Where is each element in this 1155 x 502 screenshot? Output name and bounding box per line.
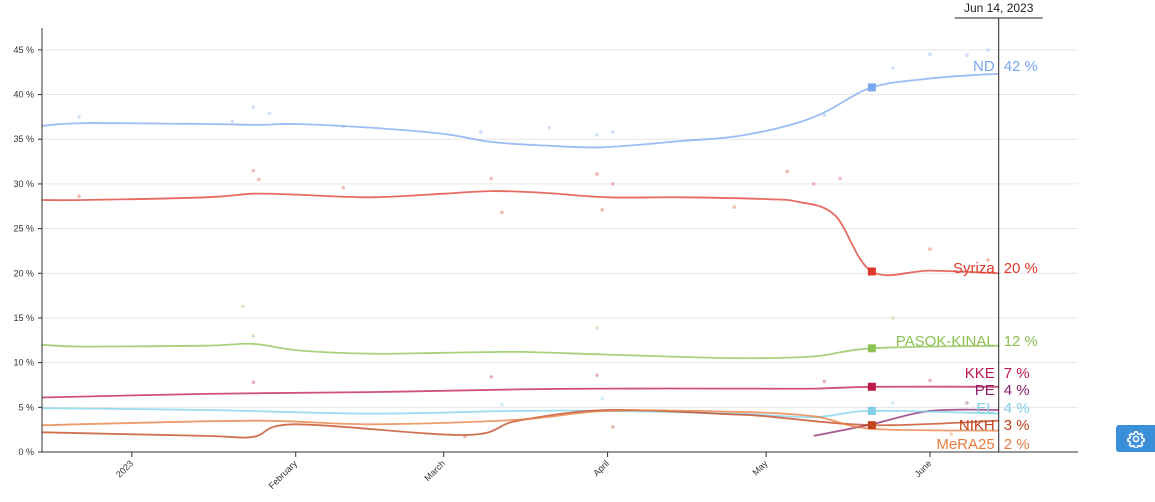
poll-dot <box>256 177 261 182</box>
series-name-label: KKE <box>965 365 995 382</box>
poll-dot <box>785 169 790 174</box>
series-line-pasok-kinal <box>41 342 999 360</box>
series-value-label: 12 % <box>1004 333 1038 350</box>
poll-dot <box>838 176 842 181</box>
poll-dot <box>595 325 599 330</box>
series-marker-syriza <box>867 267 876 276</box>
series-value-label: 42 % <box>1004 58 1038 75</box>
poll-dot <box>241 304 245 309</box>
series-marker-kke <box>867 382 876 391</box>
gridlines <box>42 49 1078 453</box>
series-value-label: 2 % <box>1004 436 1030 453</box>
series-value-label: 4 % <box>1004 382 1030 399</box>
x-tick-label: June <box>913 458 934 479</box>
y-tick-label: 0 % <box>18 447 34 457</box>
x-tick-label: 2023 <box>114 458 135 479</box>
x-tick-label: May <box>750 458 769 477</box>
series-marker-nd <box>867 83 876 92</box>
gear-icon <box>1126 430 1145 448</box>
poll-dot <box>965 53 969 58</box>
y-tick-label: 40 % <box>13 90 34 100</box>
poll-dot <box>949 432 953 436</box>
poll-dot <box>500 210 504 215</box>
series-name-label: EL <box>976 400 994 417</box>
series-value-label: 7 % <box>1004 365 1030 382</box>
cursor-date-label: Jun 14, 2023 <box>964 1 1034 15</box>
y-tick-label: 20 % <box>13 268 34 278</box>
poll-dot <box>928 378 932 383</box>
poll-dot <box>230 119 235 124</box>
series-line-pe <box>813 408 999 437</box>
y-tick-label: 30 % <box>13 179 34 189</box>
poll-dot <box>500 402 504 407</box>
poll-dot <box>251 105 256 109</box>
series-markers <box>867 83 876 430</box>
series-lines <box>41 73 999 439</box>
poll-dot <box>611 130 615 134</box>
poll-dot <box>611 425 615 429</box>
poll-dot <box>267 111 272 116</box>
series-marker-nikh <box>867 421 876 430</box>
series-line-syriza <box>41 190 999 277</box>
y-tick-label: 15 % <box>13 313 34 323</box>
y-tick-label: 45 % <box>13 45 34 55</box>
series-marker-el <box>867 406 876 415</box>
series-name-label: ND <box>973 58 995 75</box>
series-marker-pasok-kinal <box>867 344 876 353</box>
series-name-label: PASOK-KINAL <box>896 333 995 350</box>
y-tick-label: 10 % <box>13 358 34 368</box>
series-name-label: PE <box>975 382 995 399</box>
poll-dot <box>251 168 256 173</box>
poll-dot <box>928 52 932 57</box>
poll-dot <box>822 379 827 384</box>
series-name-label: Syriza <box>953 260 995 277</box>
series-end-labels: ND 42 % Syriza 20 % PASOK-KINAL 12 % KKE 7 % PE 4… <box>896 58 1038 453</box>
series-value-label: 4 % <box>1004 400 1030 417</box>
poll-dot <box>341 185 346 190</box>
poll-dot <box>595 373 599 377</box>
poll-dot <box>891 65 895 70</box>
series-name-label: MeRA25 <box>936 436 994 453</box>
poll-dot <box>478 130 483 134</box>
poll-dot <box>489 375 494 379</box>
settings-button[interactable] <box>1116 425 1155 452</box>
poll-dot <box>732 205 737 209</box>
x-tick-label: March <box>422 458 447 483</box>
poll-dot <box>489 176 494 181</box>
poll-dot <box>928 247 932 251</box>
series-line-mera25 <box>41 409 999 432</box>
y-tick-label: 5 % <box>18 402 34 412</box>
poll-dot <box>77 194 81 199</box>
poll-dot <box>595 132 599 137</box>
poll-dot <box>600 208 605 212</box>
series-line-el <box>41 407 999 419</box>
poll-dot <box>600 396 605 401</box>
date-cursor[interactable]: Jun 14, 2023 <box>954 1 1043 452</box>
series-line-nikh <box>41 408 999 439</box>
series-value-label: 20 % <box>1004 260 1038 277</box>
poll-dot <box>547 125 552 130</box>
y-tick-label: 35 % <box>13 134 34 144</box>
poll-dot <box>891 401 895 405</box>
y-tick-label: 25 % <box>13 224 34 234</box>
poll-dot <box>965 401 969 405</box>
poll-dot <box>811 182 816 186</box>
poll-dot <box>595 172 599 176</box>
poll-dot <box>251 334 256 338</box>
series-line-nd <box>41 73 999 149</box>
poll-dot <box>986 48 990 52</box>
series-value-label: 3 % <box>1004 417 1030 434</box>
poll-dot <box>611 182 615 186</box>
poll-dot <box>891 316 895 320</box>
series-name-label: NIKH <box>959 417 995 434</box>
poll-dot <box>986 258 990 262</box>
x-tick-label: February <box>267 458 300 491</box>
x-tick-label: April <box>591 458 611 478</box>
series-line-kke <box>41 385 999 399</box>
poll-dots <box>77 48 990 439</box>
poll-dot <box>822 113 827 117</box>
poll-dot <box>77 115 81 119</box>
poll-dot <box>251 380 256 385</box>
